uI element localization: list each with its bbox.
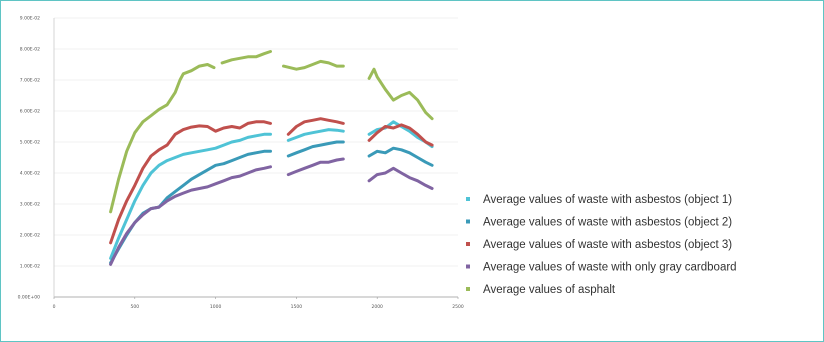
- legend: Average values of waste with asbestos (o…: [466, 194, 737, 296]
- legend-label: Average values of waste with asbestos (o…: [483, 217, 732, 229]
- y-tick-label: 9.00E-02: [20, 16, 40, 22]
- x-tick-label: 1500: [291, 304, 303, 310]
- x-tick-label: 0: [53, 304, 56, 310]
- series-line: [109, 157, 434, 266]
- y-tick-label: 7.00E-02: [20, 78, 40, 84]
- series-segment: [109, 165, 272, 266]
- y-tick-label: 4.00E-02: [20, 171, 40, 177]
- series-segment: [109, 132, 272, 260]
- x-tick-labels: 0 500 1000 1500 2000 2500: [53, 297, 464, 310]
- legend-label: Average values of waste with asbestos (o…: [483, 239, 732, 251]
- legend-swatch: [466, 287, 470, 291]
- series-segment: [286, 140, 345, 158]
- legend-swatch: [466, 197, 470, 201]
- series-lines: [109, 50, 434, 266]
- series-segment: [109, 63, 216, 214]
- legend-swatch: [466, 264, 470, 269]
- series-segment: [367, 146, 434, 167]
- series-line: [109, 50, 434, 214]
- series-line: [109, 140, 434, 265]
- series-segment: [109, 120, 272, 245]
- series-segment: [282, 59, 345, 71]
- y-tick-label: 5.00E-02: [20, 140, 40, 146]
- legend-swatch: [466, 219, 470, 224]
- legend-swatch: [466, 242, 470, 246]
- legend-label: Average values of asphalt: [483, 284, 616, 296]
- series-segment: [367, 166, 434, 190]
- x-tick-label: 2500: [452, 304, 464, 310]
- y-tick-label: 1.00E-02: [20, 264, 40, 270]
- series-segment: [367, 123, 434, 147]
- y-tick-label: 2.00E-02: [20, 233, 40, 239]
- series-line: [109, 117, 434, 245]
- x-tick-label: 500: [131, 304, 140, 310]
- series-segment: [286, 157, 345, 177]
- series-segment: [220, 50, 272, 65]
- y-tick-labels: 0.00E+00 1.00E-02 2.00E-02 3.00E-02 4.00E-02…: [18, 16, 40, 301]
- y-tick-label: 3.00E-02: [20, 202, 40, 208]
- series-segment: [109, 149, 272, 265]
- series-segment: [286, 117, 345, 136]
- axes: [53, 18, 458, 298]
- legend-label: Average values of waste with asbestos (o…: [483, 194, 732, 206]
- y-tick-label: 0.00E+00: [18, 295, 40, 301]
- x-tick-label: 1000: [210, 304, 222, 310]
- y-tick-label: 6.00E-02: [20, 109, 40, 115]
- series-segment: [286, 128, 345, 142]
- y-tick-label: 8.00E-02: [20, 47, 40, 53]
- x-tick-label: 2000: [371, 304, 383, 310]
- legend-label: Average values of waste with only gray c…: [483, 262, 737, 274]
- series-segment: [367, 67, 434, 121]
